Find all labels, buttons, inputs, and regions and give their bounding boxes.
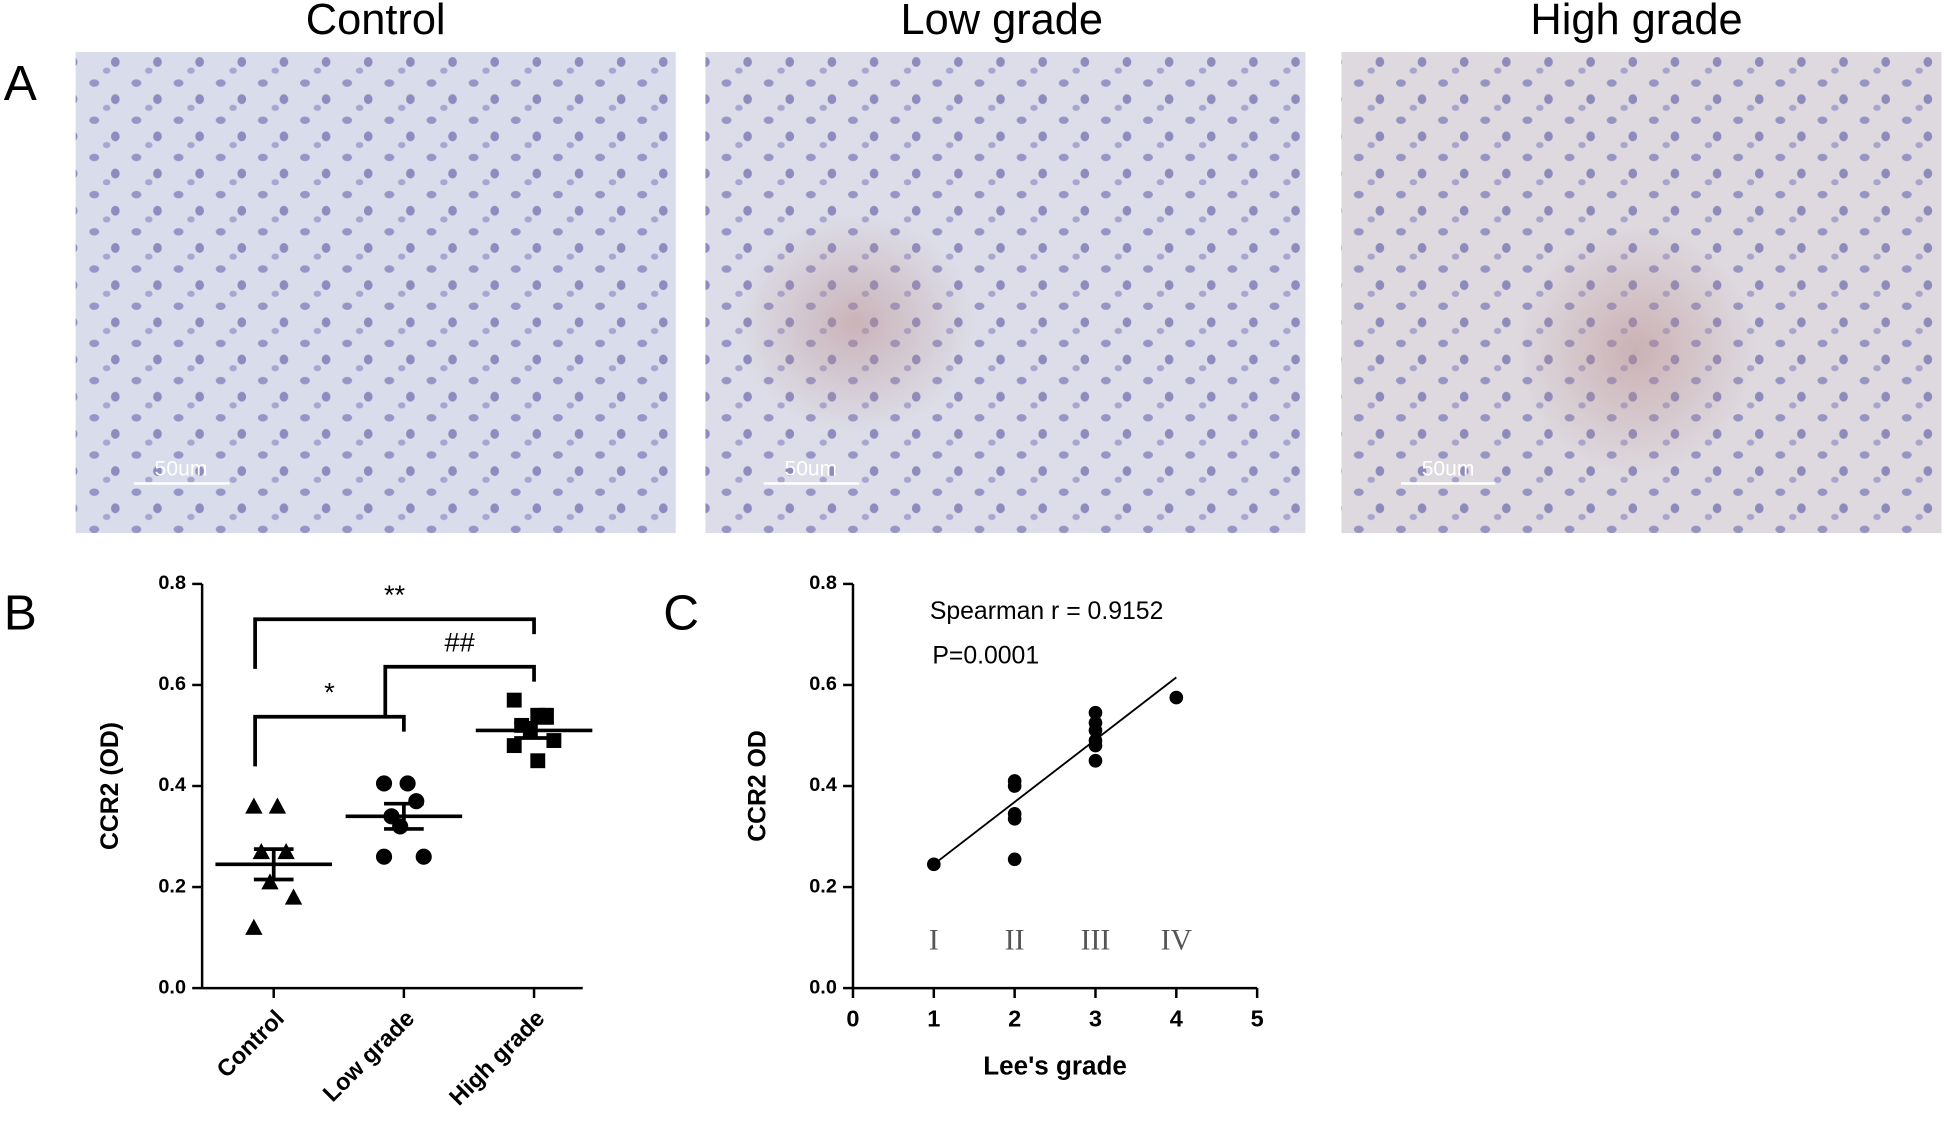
- y-tick-label: 0.0: [809, 976, 837, 998]
- data-point: [399, 775, 416, 792]
- image-title: Low grade: [900, 0, 1103, 44]
- data-point: [277, 843, 295, 860]
- x-tick-label: 2: [1008, 1006, 1021, 1032]
- x-tick-label: Control: [212, 1005, 290, 1083]
- y-axis-label: CCR2 OD: [744, 730, 771, 842]
- data-point: [245, 918, 263, 935]
- y-tick-label: 0.0: [158, 976, 186, 998]
- data-point: [392, 818, 409, 835]
- y-tick-label: 0.8: [158, 572, 186, 594]
- panel-label: A: [4, 55, 37, 111]
- panel-label: B: [4, 584, 37, 640]
- x-axis-label: Lee's grade: [983, 1050, 1127, 1080]
- x-tick-label: 0: [846, 1006, 859, 1032]
- y-tick-label: 0.2: [158, 875, 186, 897]
- y-tick-label: 0.4: [809, 774, 837, 796]
- significance-bracket: [253, 714, 406, 767]
- data-point: [284, 888, 303, 905]
- x-tick-label: 4: [1170, 1006, 1183, 1032]
- data-point: [408, 793, 425, 810]
- error-bar: [384, 801, 424, 831]
- significance-label: **: [384, 579, 406, 610]
- x-tick-label: High grade: [444, 1005, 549, 1110]
- data-point: [1007, 852, 1022, 867]
- panel-label: C: [663, 584, 699, 640]
- significance-label: *: [324, 677, 335, 708]
- data-point: [1007, 779, 1022, 793]
- significance-bracket: [253, 617, 536, 669]
- grade-label: IV: [1161, 923, 1193, 956]
- annotation: P=0.0001: [932, 643, 1039, 670]
- significance-bracket: [383, 664, 536, 717]
- micrograph: Low grade 50um: [705, 0, 1306, 534]
- error-bar: [514, 720, 554, 740]
- fit-line: [933, 676, 1177, 866]
- data-point: [252, 843, 270, 860]
- grade-label: I: [929, 923, 939, 956]
- data-point: [1088, 723, 1103, 738]
- data-point: [506, 738, 522, 754]
- data-point: [1088, 705, 1103, 720]
- grade-label: III: [1081, 923, 1111, 956]
- data-point: [245, 797, 263, 814]
- data-point: [546, 733, 562, 748]
- micrograph: High grade 50um: [1341, 0, 1942, 534]
- y-axis-label: CCR2 (OD): [97, 722, 124, 850]
- y-tick-label: 0.6: [158, 673, 186, 695]
- error-bar: [253, 847, 294, 882]
- data-point: [539, 707, 554, 723]
- y-tick-label: 0.2: [809, 875, 837, 897]
- x-tick-label: 5: [1251, 1006, 1264, 1032]
- data-point: [506, 692, 522, 708]
- data-point: [1007, 812, 1022, 826]
- data-point: [261, 873, 279, 890]
- significance-label: ##: [445, 627, 476, 658]
- image-title: Control: [306, 0, 446, 44]
- data-point: [1088, 753, 1103, 768]
- data-point: [415, 848, 432, 865]
- x-tick-label: 1: [927, 1006, 940, 1032]
- micrograph: Control 50um: [75, 0, 676, 534]
- data-point: [530, 753, 546, 769]
- x-tick-label: Low grade: [318, 1005, 420, 1107]
- data-point: [268, 797, 287, 814]
- y-tick-label: 0.6: [809, 673, 837, 695]
- y-tick-label: 0.8: [809, 572, 837, 594]
- y-tick-label: 0.4: [158, 774, 186, 796]
- x-tick-label: 3: [1089, 1006, 1102, 1032]
- scale-bar-label: 50um: [1422, 457, 1475, 480]
- data-point: [375, 775, 393, 792]
- image-title: High grade: [1530, 0, 1742, 44]
- scale-bar-label: 50um: [784, 457, 837, 480]
- data-point: [1169, 690, 1184, 705]
- grade-label: II: [1005, 923, 1025, 956]
- scale-bar-label: 50um: [155, 457, 208, 480]
- data-point: [375, 848, 393, 865]
- annotation: Spearman r = 0.9152: [930, 598, 1164, 625]
